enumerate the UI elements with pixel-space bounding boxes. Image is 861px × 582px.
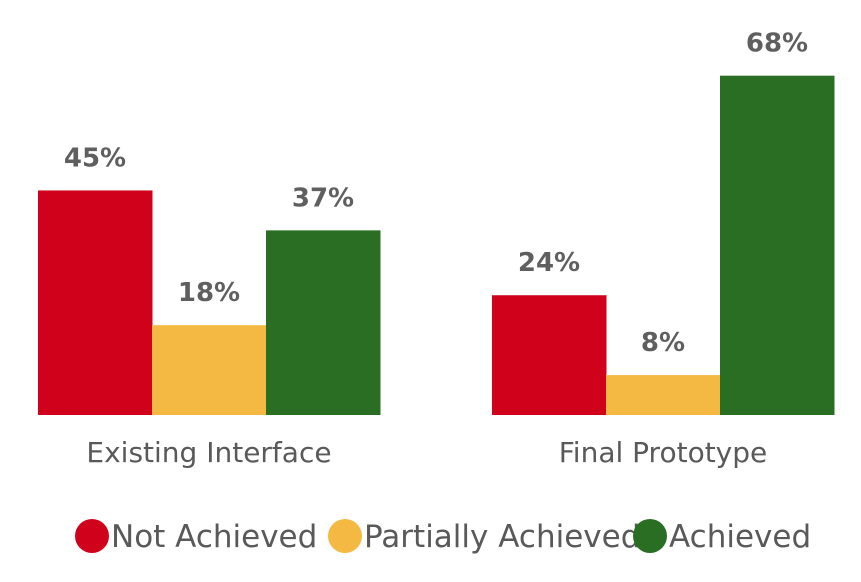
legend-marker-not-achieved bbox=[75, 519, 109, 553]
bar-existing-interface-not-achieved bbox=[38, 190, 153, 415]
data-labels-layer: 45% 18% 37% 24% 8% 68% bbox=[64, 29, 808, 358]
data-label-final-prototype-achieved: 68% bbox=[746, 29, 808, 59]
bar-final-prototype-not-achieved bbox=[492, 295, 607, 415]
legend: Not Achieved Partially Achieved Achieved bbox=[75, 519, 811, 555]
data-label-existing-interface-achieved: 37% bbox=[292, 183, 354, 213]
data-label-final-prototype-not-achieved: 24% bbox=[518, 248, 580, 278]
bar-existing-interface-partially-achieved bbox=[152, 325, 267, 415]
legend-item-partially-achieved: Partially Achieved bbox=[328, 519, 640, 555]
legend-item-achieved: Achieved bbox=[633, 519, 811, 555]
legend-marker-achieved bbox=[633, 519, 667, 553]
bar-final-prototype-partially-achieved bbox=[606, 375, 721, 415]
category-label-final-prototype: Final Prototype bbox=[559, 436, 768, 469]
data-label-existing-interface-partially-achieved: 18% bbox=[178, 278, 240, 308]
bar-existing-interface-achieved bbox=[266, 230, 381, 415]
category-labels-layer: Existing Interface Final Prototype bbox=[86, 436, 767, 469]
bar-final-prototype-achieved bbox=[720, 75, 835, 416]
bars-layer bbox=[38, 75, 835, 416]
data-label-existing-interface-not-achieved: 45% bbox=[64, 143, 126, 173]
category-label-existing-interface: Existing Interface bbox=[86, 436, 331, 469]
legend-item-not-achieved: Not Achieved bbox=[75, 519, 317, 555]
legend-label-not-achieved: Not Achieved bbox=[111, 519, 317, 555]
legend-label-achieved: Achieved bbox=[669, 519, 811, 555]
legend-label-partially-achieved: Partially Achieved bbox=[364, 519, 640, 555]
legend-marker-partially-achieved bbox=[328, 519, 362, 553]
data-label-final-prototype-partially-achieved: 8% bbox=[641, 328, 685, 358]
